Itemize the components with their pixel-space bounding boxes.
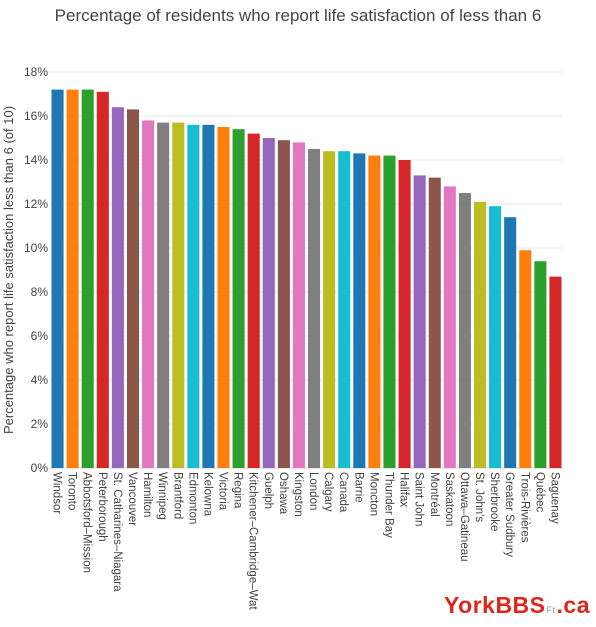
bar — [81, 89, 94, 468]
x-tick-label: Winnipeg — [156, 472, 168, 520]
bar — [157, 122, 170, 468]
bar — [368, 155, 381, 468]
x-tick-label: Victoria — [217, 472, 229, 511]
x-tick-label: Saint John — [413, 472, 425, 526]
y-tick-label: 2% — [31, 417, 49, 431]
bar — [353, 153, 366, 468]
y-tick-label: 14% — [24, 153, 48, 167]
x-tick-label: Kitchener–Cambridge–Wat — [247, 472, 259, 610]
watermark-logo: YorkBBSFt.ca — [444, 592, 590, 619]
bar — [534, 261, 547, 468]
bar — [217, 127, 230, 468]
x-tick-label: Québec — [533, 472, 545, 513]
x-tick-label: Kelowna — [201, 472, 213, 517]
x-tick-label: Abbotsford–Mission — [81, 472, 93, 573]
x-axis-ticks: Windsor Toronto Abbotsford–Mission Peterbor… — [51, 472, 561, 610]
x-tick-label: Saguenay — [548, 472, 560, 524]
bar — [262, 138, 275, 468]
bar — [489, 206, 502, 468]
bar — [398, 160, 411, 468]
x-tick-label: Montréal — [428, 472, 440, 517]
bar — [202, 124, 215, 469]
y-tick-label: 10% — [24, 241, 48, 255]
chart-title: Percentage of residents who report life … — [54, 6, 542, 25]
y-tick-label: 8% — [31, 285, 49, 299]
bar — [519, 250, 532, 468]
x-tick-label: Barrie — [352, 472, 364, 503]
x-tick-label: Guelph — [262, 472, 274, 509]
y-tick-label: 16% — [24, 109, 48, 123]
bar — [187, 124, 200, 469]
y-tick-label: 6% — [31, 329, 49, 343]
bar — [549, 276, 562, 468]
x-tick-label: Oshawa — [277, 472, 289, 515]
y-axis-label: Percentage who report life satisfaction … — [1, 106, 16, 434]
x-tick-label: Toronto — [66, 472, 78, 510]
x-tick-label: St. Catharines–Niagara — [111, 472, 123, 592]
watermark-mid: Ft — [546, 605, 556, 615]
x-tick-label: Canada — [337, 472, 349, 513]
bar — [247, 133, 260, 468]
bar — [383, 155, 396, 468]
x-tick-label: Halifax — [398, 472, 410, 507]
bar — [428, 177, 441, 468]
bar — [66, 89, 79, 468]
x-tick-label: Ottawa–Gatineau — [458, 472, 470, 562]
x-tick-label: London — [307, 472, 319, 510]
x-tick-label: Sherbrooke — [488, 472, 500, 531]
y-axis-ticks: 0% 2% 4% 6% 8% 10% 12% 14% 16% 18% — [24, 65, 48, 475]
bar — [111, 107, 124, 468]
bar — [96, 91, 109, 469]
bar — [51, 89, 64, 468]
x-tick-label: Regina — [232, 472, 244, 509]
bar — [323, 151, 336, 468]
bar — [458, 193, 471, 468]
x-tick-label: Edmonton — [186, 472, 198, 524]
y-tick-label: 12% — [24, 197, 48, 211]
watermark-tld: .ca — [556, 592, 590, 618]
x-tick-label: Kingston — [292, 472, 304, 517]
x-tick-label: St. John's — [473, 472, 485, 522]
x-tick-label: Windsor — [51, 472, 63, 514]
bar — [142, 120, 155, 469]
watermark-brand: YorkBBS — [444, 592, 546, 618]
y-tick-label: 4% — [31, 373, 49, 387]
x-tick-label: Vancouver — [126, 472, 138, 526]
bar — [443, 186, 456, 468]
x-tick-label: Hamilton — [141, 472, 153, 517]
x-tick-label: Peterborough — [96, 472, 108, 542]
bar — [232, 129, 245, 468]
x-tick-label: Greater Sudbury — [503, 472, 515, 557]
bar — [126, 109, 140, 469]
bar — [277, 140, 290, 468]
x-tick-label: Moncton — [367, 472, 379, 516]
y-tick-label: 18% — [24, 65, 48, 79]
x-tick-label: Calgary — [322, 472, 334, 512]
bar — [338, 151, 351, 468]
y-tick-label: 0% — [31, 461, 49, 475]
bar — [172, 122, 185, 468]
bar — [473, 201, 487, 469]
bar — [504, 217, 517, 468]
bars — [51, 89, 562, 469]
x-tick-label: Saskatoon — [443, 472, 455, 526]
bar — [308, 149, 321, 468]
x-tick-label: Brantford — [171, 472, 183, 519]
bar — [413, 175, 426, 468]
bar — [292, 142, 305, 468]
x-tick-label: Thunder Bay — [382, 472, 394, 538]
x-tick-label: Trois-Rivières — [518, 472, 530, 543]
